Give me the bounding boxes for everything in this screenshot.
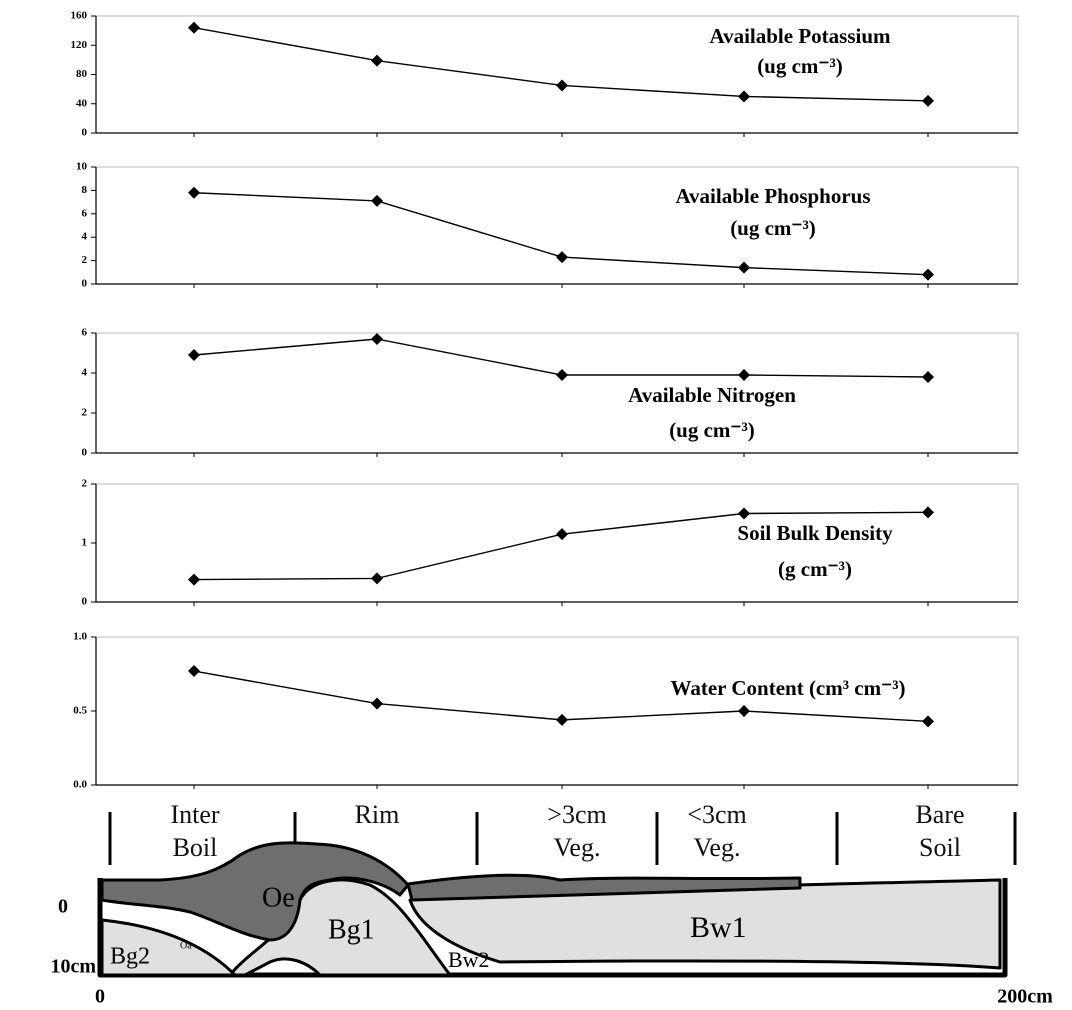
y-tick-label: 10 [76,161,88,173]
data-point [188,187,200,199]
y-tick-label: 40 [76,97,88,109]
zone-label: Bare Soil [898,798,982,864]
data-point [188,574,200,586]
depth-label: 10cm [50,956,96,978]
data-point [556,251,568,263]
y-tick-label: 0 [82,447,88,459]
y-tick-label: 120 [71,39,88,51]
chart-subtitle: (ug cm⁻³) [730,216,816,240]
data-point [556,528,568,540]
y-tick-label: 2 [82,478,88,490]
y-tick-label: 6 [82,207,88,219]
data-point [188,22,200,34]
data-point [922,371,934,383]
data-point [738,262,750,274]
y-tick-label: 2 [82,254,88,266]
y-tick-label: 80 [76,68,88,80]
horizon-label: Bg1 [328,914,375,945]
plot-frame [96,167,1018,284]
horizon-label: Bw2 [448,947,490,972]
data-point [188,665,200,677]
data-point [738,369,750,381]
chart-title: Available Nitrogen [628,383,796,407]
data-point [188,349,200,361]
chart-title: Available Phosphorus [675,184,870,208]
chart-title: Soil Bulk Density [737,521,893,545]
plot-frame [96,637,1018,785]
data-point [556,369,568,381]
y-tick-label: 0 [82,278,88,290]
horizon-label: Oa [180,940,192,951]
zone-label: Inter Boil [153,798,237,864]
chart-title: Available Potassium [709,24,891,48]
distance-label: 200cm [997,986,1053,1008]
data-point [556,714,568,726]
y-tick-label: 160 [71,10,88,22]
data-point [371,572,383,584]
horizon-label: Bw1 [690,911,747,944]
y-tick-label: 1.0 [73,631,87,643]
chart-title: Water Content (cm³ cm⁻³) [671,676,906,700]
data-point [922,715,934,727]
data-point [556,79,568,91]
zone-label: >3cm Veg. [535,798,619,864]
data-point [371,333,383,345]
y-tick-label: 0 [82,127,88,139]
y-tick-label: 4 [82,231,88,243]
y-tick-label: 0.5 [73,705,87,717]
y-tick-label: 1 [82,537,88,549]
y-tick-label: 0.0 [73,779,87,791]
y-tick-label: 4 [82,367,88,379]
zone-label: Rim [335,798,419,831]
horizon-label: Bg2 [110,944,150,970]
chart-subtitle: (ug cm⁻³) [757,54,843,78]
data-point [738,705,750,717]
distance-label: 0 [95,986,105,1008]
data-point [371,55,383,67]
data-point [738,90,750,102]
y-tick-label: 0 [82,596,88,608]
data-point [922,506,934,518]
page: Oe Bg1 Bw1 Bg2 Oa Bw2 0 10cm 0 200cm 040… [0,0,1072,1010]
y-tick-label: 6 [82,327,88,339]
data-point [371,698,383,710]
y-tick-label: 2 [82,407,88,419]
data-point [738,508,750,520]
horizon-label: Oe [262,882,295,913]
chart-subtitle: (ug cm⁻³) [669,418,755,442]
data-point [922,269,934,281]
chart-subtitle: (g cm⁻³) [778,557,852,581]
data-point [371,195,383,207]
y-tick-label: 8 [82,184,88,196]
depth-label: 0 [58,896,68,918]
zone-label: <3cm Veg. [675,798,759,864]
data-point [922,95,934,107]
